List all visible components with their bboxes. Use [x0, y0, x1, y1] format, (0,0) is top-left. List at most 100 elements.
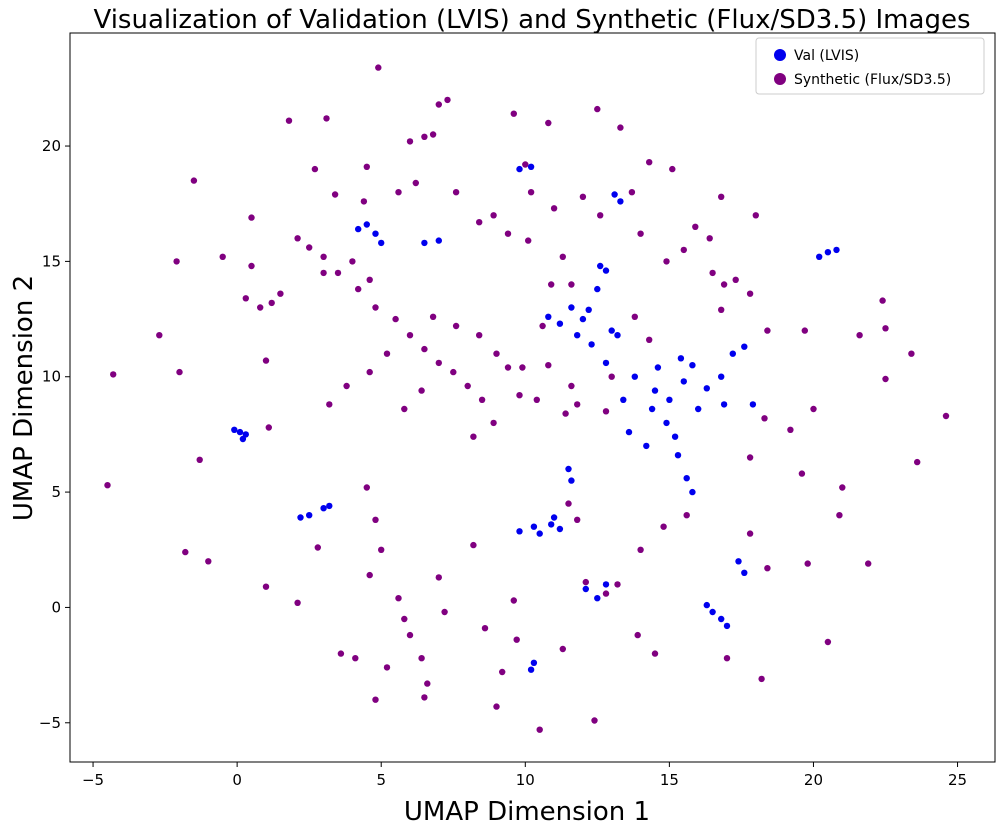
point-val — [527, 666, 535, 673]
point-val — [421, 239, 428, 247]
point-val — [643, 442, 650, 450]
axis-ticks: −5 0 5 10 15 20 25 −5 0 5 10 15 20 — [39, 137, 967, 789]
point-val — [677, 355, 685, 362]
point-synthetic — [545, 362, 552, 369]
point-synthetic — [516, 392, 523, 399]
point-synthetic — [493, 350, 500, 357]
point-synthetic — [294, 599, 301, 606]
point-val — [556, 525, 564, 533]
point-synthetic — [320, 253, 327, 260]
point-synthetic — [265, 424, 272, 431]
point-synthetic — [452, 322, 460, 330]
point-synthetic — [372, 516, 379, 523]
point-synthetic — [669, 165, 676, 173]
point-synthetic — [908, 350, 915, 357]
point-synthetic — [196, 456, 203, 463]
point-synthetic — [709, 269, 716, 277]
point-synthetic — [798, 470, 806, 477]
point-val — [585, 306, 592, 313]
point-val — [741, 569, 748, 576]
point-val — [729, 350, 736, 357]
point-synthetic — [942, 412, 950, 420]
point-synthetic — [752, 212, 759, 219]
point-synthetic — [608, 373, 615, 380]
point-synthetic — [334, 269, 342, 277]
point-synthetic — [545, 119, 552, 127]
point-synthetic — [550, 205, 558, 212]
point-synthetic — [406, 631, 414, 639]
point-val — [614, 332, 621, 339]
point-val — [663, 419, 670, 427]
point-val — [582, 585, 589, 593]
point-synthetic — [631, 313, 638, 320]
point-synthetic — [395, 189, 402, 196]
point-val — [648, 405, 656, 413]
point-synthetic — [504, 364, 512, 371]
point-synthetic — [804, 560, 811, 567]
chart-title: Visualization of Validation (LVIS) and S… — [93, 5, 970, 35]
point-val — [236, 428, 244, 436]
point-val — [617, 198, 624, 205]
point-synthetic — [522, 161, 529, 168]
point-synthetic — [355, 285, 362, 293]
x-axis-label: UMAP Dimension 1 — [404, 797, 650, 827]
point-val — [597, 262, 604, 270]
point-synthetic — [651, 650, 659, 657]
point-synthetic — [574, 516, 581, 523]
point-synthetic — [591, 717, 598, 724]
point-synthetic — [732, 276, 739, 283]
point-synthetic — [268, 299, 275, 307]
legend-label-synthetic: Synthetic (Flux/SD3.5) — [794, 72, 951, 88]
point-val — [611, 191, 618, 198]
point-val — [720, 401, 728, 408]
point-synthetic — [692, 223, 699, 230]
point-val — [723, 622, 731, 630]
point-synthetic — [539, 322, 546, 330]
point-synthetic — [182, 548, 189, 556]
point-synthetic — [490, 419, 497, 427]
point-synthetic — [476, 219, 483, 226]
point-synthetic — [412, 179, 419, 187]
point-synthetic — [646, 159, 653, 166]
point-synthetic — [262, 583, 270, 590]
point-synthetic — [764, 327, 771, 334]
x-tick-label: 15 — [660, 771, 679, 789]
point-synthetic — [452, 189, 460, 196]
point-synthetic — [914, 458, 921, 466]
point-val — [680, 378, 687, 385]
x-tick-label: 25 — [948, 771, 967, 789]
point-val — [671, 433, 679, 440]
point-synthetic — [559, 253, 566, 260]
point-synthetic — [424, 680, 431, 687]
point-synthetic — [464, 382, 471, 390]
point-val — [306, 512, 313, 519]
point-synthetic — [718, 193, 725, 200]
point-synthetic — [764, 565, 771, 572]
point-synthetic — [628, 189, 636, 196]
point-synthetic — [568, 281, 575, 288]
point-val — [378, 239, 385, 247]
point-synthetic — [352, 655, 359, 662]
y-tick-label: 15 — [42, 252, 61, 270]
point-synthetic — [444, 96, 451, 104]
point-synthetic — [565, 500, 572, 507]
point-synthetic — [248, 214, 255, 221]
point-synthetic — [366, 571, 373, 579]
point-val — [735, 558, 742, 565]
y-tick-label: −5 — [39, 714, 61, 732]
point-synthetic — [574, 401, 581, 408]
point-synthetic — [476, 332, 483, 339]
point-val — [527, 163, 535, 170]
point-synthetic — [372, 696, 379, 703]
point-synthetic — [481, 625, 489, 632]
point-synthetic — [810, 405, 817, 413]
point-synthetic — [568, 382, 575, 390]
point-synthetic — [478, 396, 486, 403]
point-synthetic — [879, 297, 886, 304]
point-val — [703, 385, 710, 392]
point-val — [320, 505, 327, 512]
point-synthetic — [533, 396, 540, 403]
point-synthetic — [824, 638, 832, 646]
point-synthetic — [375, 64, 382, 71]
